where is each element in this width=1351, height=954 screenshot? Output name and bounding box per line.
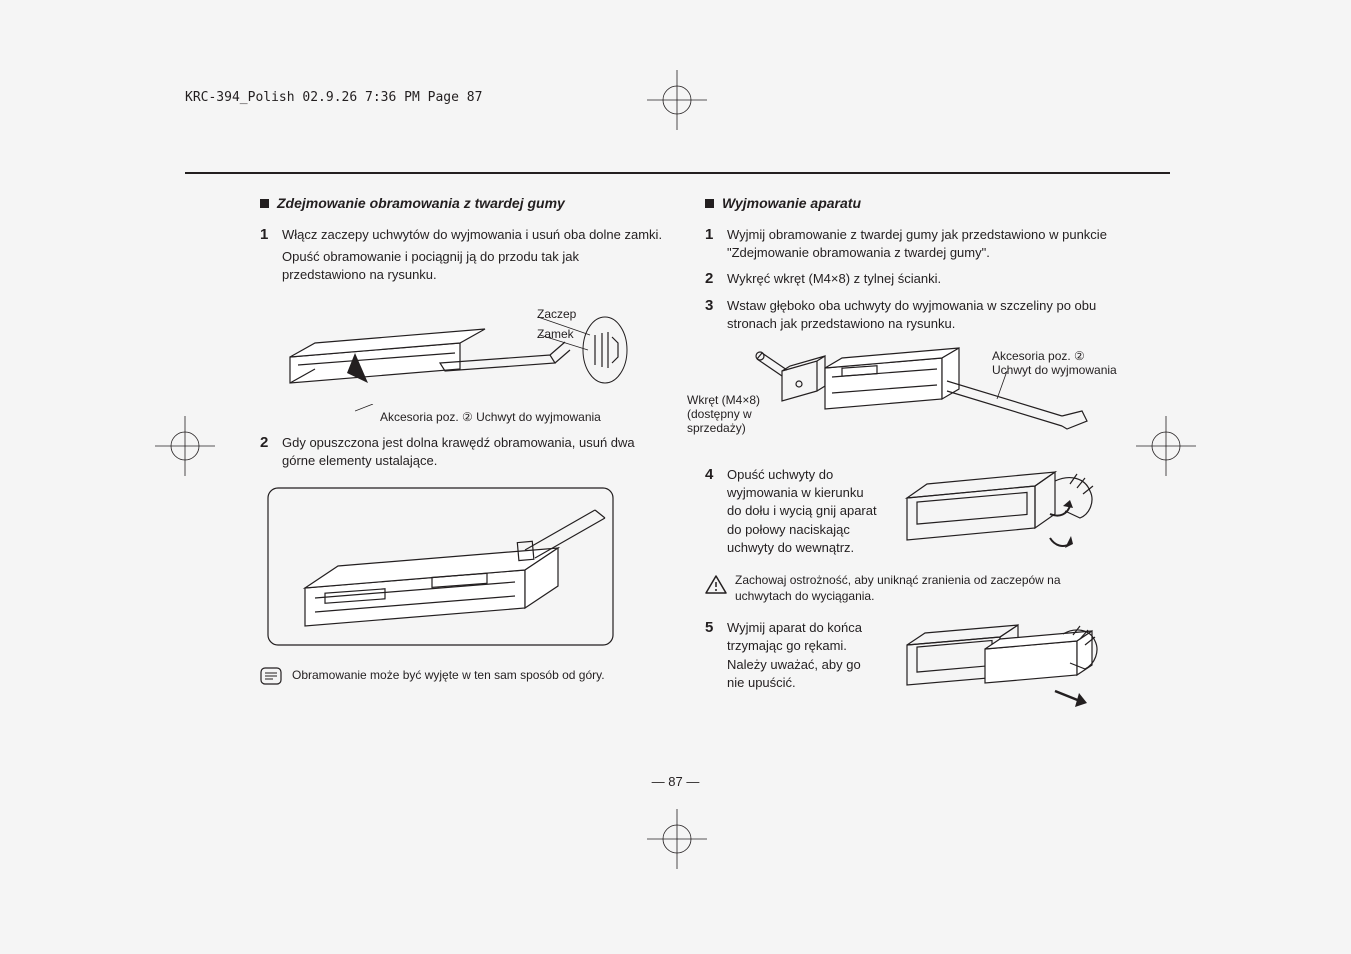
left-step-1: 1 Włącz zaczepy uchwytów do wyjmowania i…: [260, 226, 665, 285]
content-area: Zdejmowanie obramowania z twardej gumy 1…: [260, 195, 1110, 724]
step-text: Wyjmij obramowanie z twardej gumy jak pr…: [727, 226, 1110, 262]
step-text-cont: Opuść obramowanie i pociągnij ją do przo…: [282, 248, 665, 284]
step-number: 5: [705, 619, 727, 692]
left-section-title: Zdejmowanie obramowania z twardej gumy: [277, 195, 565, 211]
right-column: Wyjmowanie aparatu 1 Wyjmij obramowanie …: [705, 195, 1110, 724]
right-step-3: 3 Wstaw głęboko oba uchwyty do wyjmowani…: [705, 297, 1110, 333]
step-number: 3: [705, 297, 727, 333]
step-number: 1: [260, 226, 282, 285]
step-number: 2: [705, 270, 727, 288]
right-step-4: 4 Opuść uchwyty do wyjmowania w kierunku…: [705, 466, 1110, 561]
step-number: 2: [260, 434, 282, 470]
label-zaczep: Zaczep: [537, 307, 576, 321]
step-text: Włącz zaczepy uchwytów do wyjmowania i u…: [282, 226, 665, 244]
warning-icon: [705, 575, 727, 595]
figure-2: [260, 480, 665, 655]
step-text: Wyjmij aparat do końca trzymając go ręka…: [727, 619, 880, 692]
step-text: Opuść uchwyty do wyjmowania w kierunku d…: [727, 466, 880, 557]
figure-1: Zaczep Zamek Akcesoria poz. ② Uchwyt do …: [260, 295, 665, 424]
left-note: Obramowanie może być wyjęte w ten sam sp…: [260, 667, 665, 685]
label-zamek: Zamek: [537, 327, 574, 341]
left-section-header: Zdejmowanie obramowania z twardej gumy: [260, 195, 665, 211]
top-rule: [185, 172, 1170, 174]
left-column: Zdejmowanie obramowania z twardej gumy 1…: [260, 195, 665, 724]
page-number: — 87 —: [652, 774, 700, 789]
crop-mark-left: [155, 416, 215, 476]
step-number: 1: [705, 226, 727, 262]
figure-3: Wkręt (M4×8) (dostępny w sprzedaży) Akce…: [687, 341, 1110, 451]
right-section-title: Wyjmowanie aparatu: [722, 195, 861, 211]
warning-text: Zachowaj ostrożność, aby uniknąć zranien…: [735, 573, 1110, 604]
crop-mark-top: [647, 70, 707, 130]
fig3-label-akc: Akcesoria poz. ② Uchwyt do wyjmowania: [992, 349, 1142, 377]
step-text: Wstaw głęboko oba uchwyty do wyjmowania …: [727, 297, 1110, 333]
fig1-caption: Akcesoria poz. ② Uchwyt do wyjmowania: [380, 410, 601, 424]
crop-mark-right: [1136, 416, 1196, 476]
note-icon: [260, 667, 282, 685]
right-step-2: 2 Wykręć wkręt (M4×8) z tylnej ścianki.: [705, 270, 1110, 288]
right-warning: Zachowaj ostrożność, aby uniknąć zranien…: [705, 573, 1110, 604]
figure-5: [895, 619, 1110, 714]
right-step-5: 5 Wyjmij aparat do końca trzymając go rę…: [705, 619, 1110, 714]
right-step-1: 1 Wyjmij obramowanie z twardej gumy jak …: [705, 226, 1110, 262]
fig3-label-wkret: Wkręt (M4×8) (dostępny w sprzedaży): [687, 393, 772, 435]
note-text: Obramowanie może być wyjęte w ten sam sp…: [292, 668, 605, 684]
step-text: Wykręć wkręt (M4×8) z tylnej ścianki.: [727, 270, 941, 288]
step-number: 4: [705, 466, 727, 557]
figure-4: [895, 466, 1110, 561]
section-marker-icon: [705, 199, 714, 208]
crop-mark-bottom: [647, 809, 707, 869]
left-step-2: 2 Gdy opuszczona jest dolna krawędź obra…: [260, 434, 665, 470]
right-section-header: Wyjmowanie aparatu: [705, 195, 1110, 211]
section-marker-icon: [260, 199, 269, 208]
print-job-header: KRC-394_Polish 02.9.26 7:36 PM Page 87: [185, 90, 482, 105]
step-text: Gdy opuszczona jest dolna krawędź obramo…: [282, 434, 665, 470]
